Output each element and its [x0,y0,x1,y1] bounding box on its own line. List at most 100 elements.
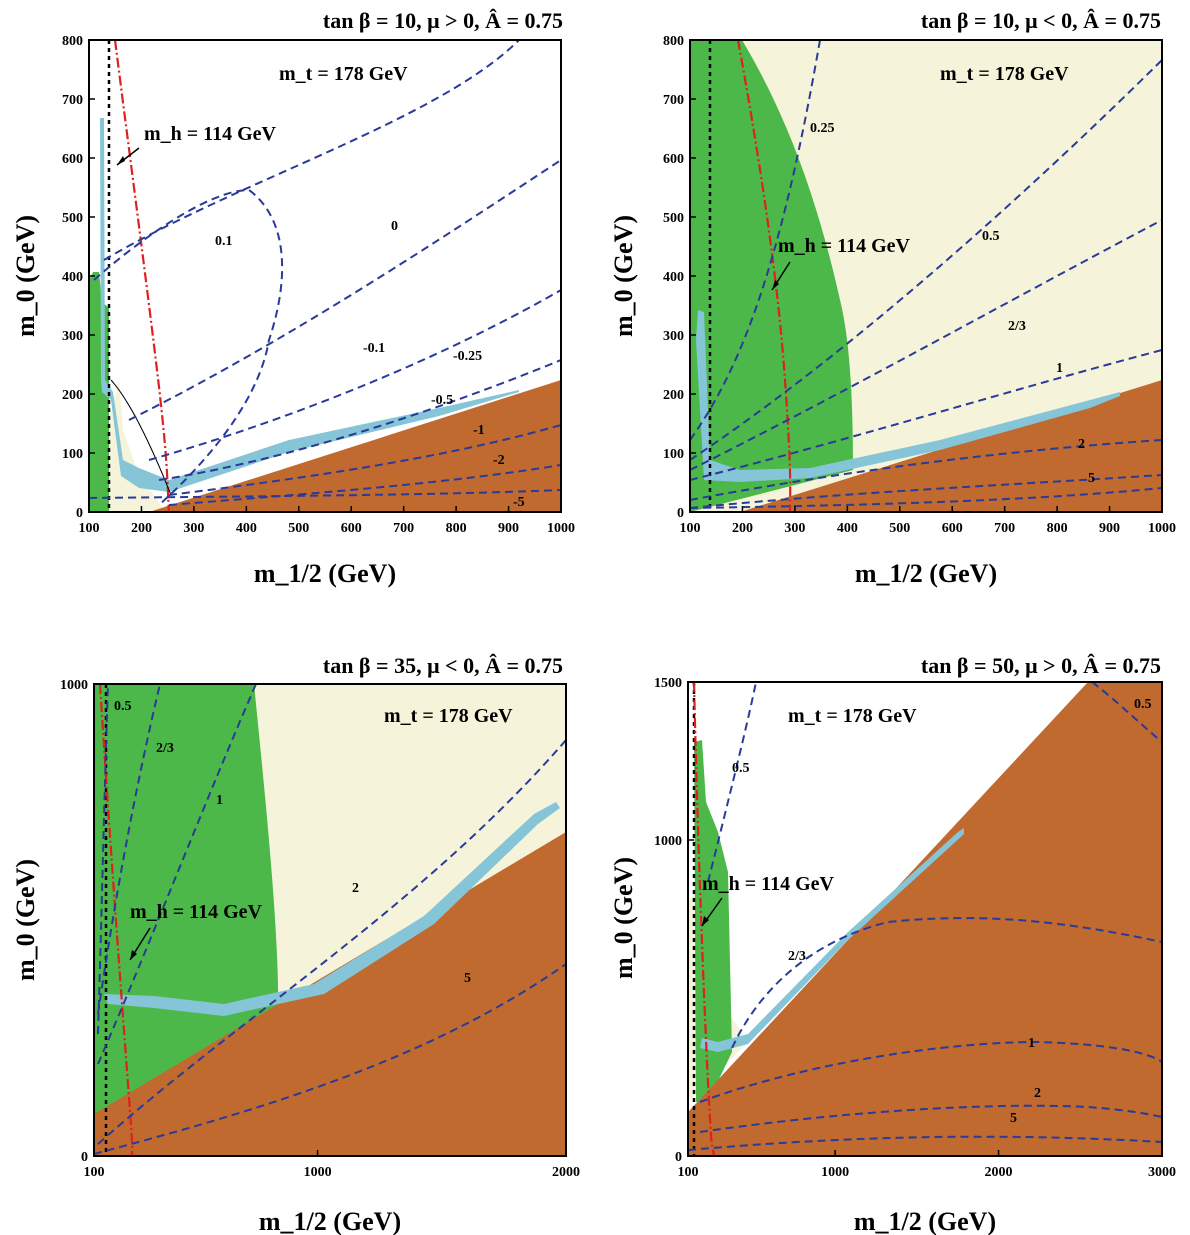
y-tick-label: 200 [663,388,684,403]
y-tick-label: 1000 [654,834,682,849]
higgs-annotation: m_h = 114 GeV [144,123,277,145]
contour-label: 0.5 [732,761,750,776]
x-tick-label: 900 [498,521,519,536]
higgs-limit-line [113,39,171,513]
x-tick-label: 400 [236,521,257,536]
chart-panel-3: tan β = 35, μ < 0, Â = 0.75 0.5 2/3 1 2 … [0,640,580,1235]
y-tick-label: 500 [62,211,83,226]
x-tick-label: 2000 [552,1165,580,1180]
y-tick-label: 700 [62,93,83,108]
y-tick-label: 1500 [654,676,682,691]
contour-label: 2 [1078,437,1085,452]
x-tick-label: 2000 [985,1165,1013,1180]
mtop-annotation: m_t = 178 GeV [788,705,917,727]
y-tick-label: 800 [62,34,83,49]
x-tick-label: 200 [732,521,753,536]
x-tick-label: 600 [341,521,362,536]
panel-3-xticks: 100 1000 2000 [84,1150,580,1180]
chart-panel-2: tan β = 10, μ < 0, Â = 0.75 0.25 0.5 2/3… [598,0,1178,590]
y-tick-label: 800 [663,34,684,49]
contour-label: 1 [1056,361,1063,376]
x-tick-label: 600 [942,521,963,536]
contour-label: -0.25 [453,349,482,364]
y-tick-label: 500 [663,211,684,226]
higgs-annotation: m_h = 114 GeV [778,235,911,257]
contour-lines [93,683,567,1155]
contour-label: -5 [513,495,525,510]
x-tick-label: 400 [837,521,858,536]
excluded-region [688,682,1162,1156]
chart-panel-3-svg: tan β = 35, μ < 0, Â = 0.75 0.5 2/3 1 2 … [11,653,580,1235]
x-tick-label: 100 [680,521,701,536]
panel-1-ylabel: m_0 (GeV) [11,215,40,337]
panel-4-yticks: 0 1000 1500 [654,676,694,1165]
y-tick-label: 300 [663,329,684,344]
x-tick-label: 800 [446,521,467,536]
panel-2-title: tan β = 10, μ < 0, Â = 0.75 [921,8,1161,33]
panel-1-title: tan β = 10, μ > 0, Â = 0.75 [323,8,563,33]
y-tick-label: 1000 [60,678,88,693]
contour-lines [689,39,1163,509]
x-tick-label: 100 [79,521,100,536]
contour-label: -1 [473,423,485,438]
panel-4-xticks: 100 1000 2000 3000 [678,1150,1176,1180]
y-tick-label: 0 [677,506,684,521]
chart-panel-4-svg: tan β = 50, μ > 0, Â = 0.75 0.5 2/3 1 2 … [609,653,1176,1235]
chart-panel-4: tan β = 50, μ > 0, Â = 0.75 0.5 2/3 1 2 … [598,640,1178,1235]
contour-label: 5 [464,971,471,986]
panel-4-title: tan β = 50, μ > 0, Â = 0.75 [921,653,1161,678]
y-tick-label: 600 [62,152,83,167]
x-tick-label: 500 [288,521,309,536]
relic-density-strip [104,802,560,1016]
relic-density-strip [696,310,1120,482]
x-tick-label: 1000 [547,521,575,536]
contour-label: 2/3 [156,741,174,756]
contour-label: -2 [493,453,505,468]
mtop-annotation: m_t = 178 GeV [384,705,513,727]
y-tick-label: 200 [62,388,83,403]
contour-label: 0.5 [114,699,132,714]
x-tick-label: 1000 [304,1165,332,1180]
panel-2-ylabel: m_0 (GeV) [609,215,638,337]
panel-1-xlabel: m_1/2 (GeV) [254,559,396,588]
panel-3-title: tan β = 35, μ < 0, Â = 0.75 [323,653,563,678]
contour-label: 5 [1088,471,1095,486]
x-tick-label: 3000 [1148,1165,1176,1180]
y-tick-label: 600 [663,152,684,167]
contour-label: 0 [391,219,398,234]
x-tick-label: 500 [889,521,910,536]
contour-label: 5 [1010,1111,1017,1126]
y-tick-label: 400 [663,270,684,285]
contour-label: 1 [216,793,223,808]
contour-label: -0.5 [431,393,453,408]
bsgamma-region [690,40,853,512]
panel-3-xlabel: m_1/2 (GeV) [259,1207,401,1235]
panel-3-ylabel: m_0 (GeV) [11,859,40,981]
bsgamma-region [694,740,732,1102]
y-tick-label: 100 [62,447,83,462]
y-tick-label: 0 [76,506,83,521]
x-tick-label: 1000 [1148,521,1176,536]
x-tick-label: 200 [131,521,152,536]
contour-label: 0.25 [810,121,835,136]
contour-label: 0.5 [1134,697,1152,712]
x-tick-label: 100 [84,1165,105,1180]
g2-region [109,378,164,512]
x-tick-label: 700 [994,521,1015,536]
panel-4-ylabel: m_0 (GeV) [609,857,638,979]
contour-label-group: 0.1 0 -0.1 -0.25 -0.5 -1 -2 -5 [215,219,525,510]
y-tick-label: 0 [81,1150,88,1165]
contour-label: 0.1 [215,234,233,249]
panel-1-yticks: 0 100 200 300 400 500 600 700 800 [62,34,95,521]
mtop-annotation: m_t = 178 GeV [279,63,408,85]
x-tick-label: 300 [183,521,204,536]
contour-label: 0.5 [982,229,1000,244]
mtop-annotation: m_t = 178 GeV [940,63,1069,85]
higgs-annotation: m_h = 114 GeV [702,873,835,895]
higgs-annotation: m_h = 114 GeV [130,901,263,923]
y-tick-label: 400 [62,270,83,285]
panel-2-yticks: 0 100 200 300 400 500 600 700 800 [663,34,696,521]
contour-label: -0.1 [363,341,385,356]
x-tick-label: 900 [1099,521,1120,536]
x-tick-label: 300 [784,521,805,536]
